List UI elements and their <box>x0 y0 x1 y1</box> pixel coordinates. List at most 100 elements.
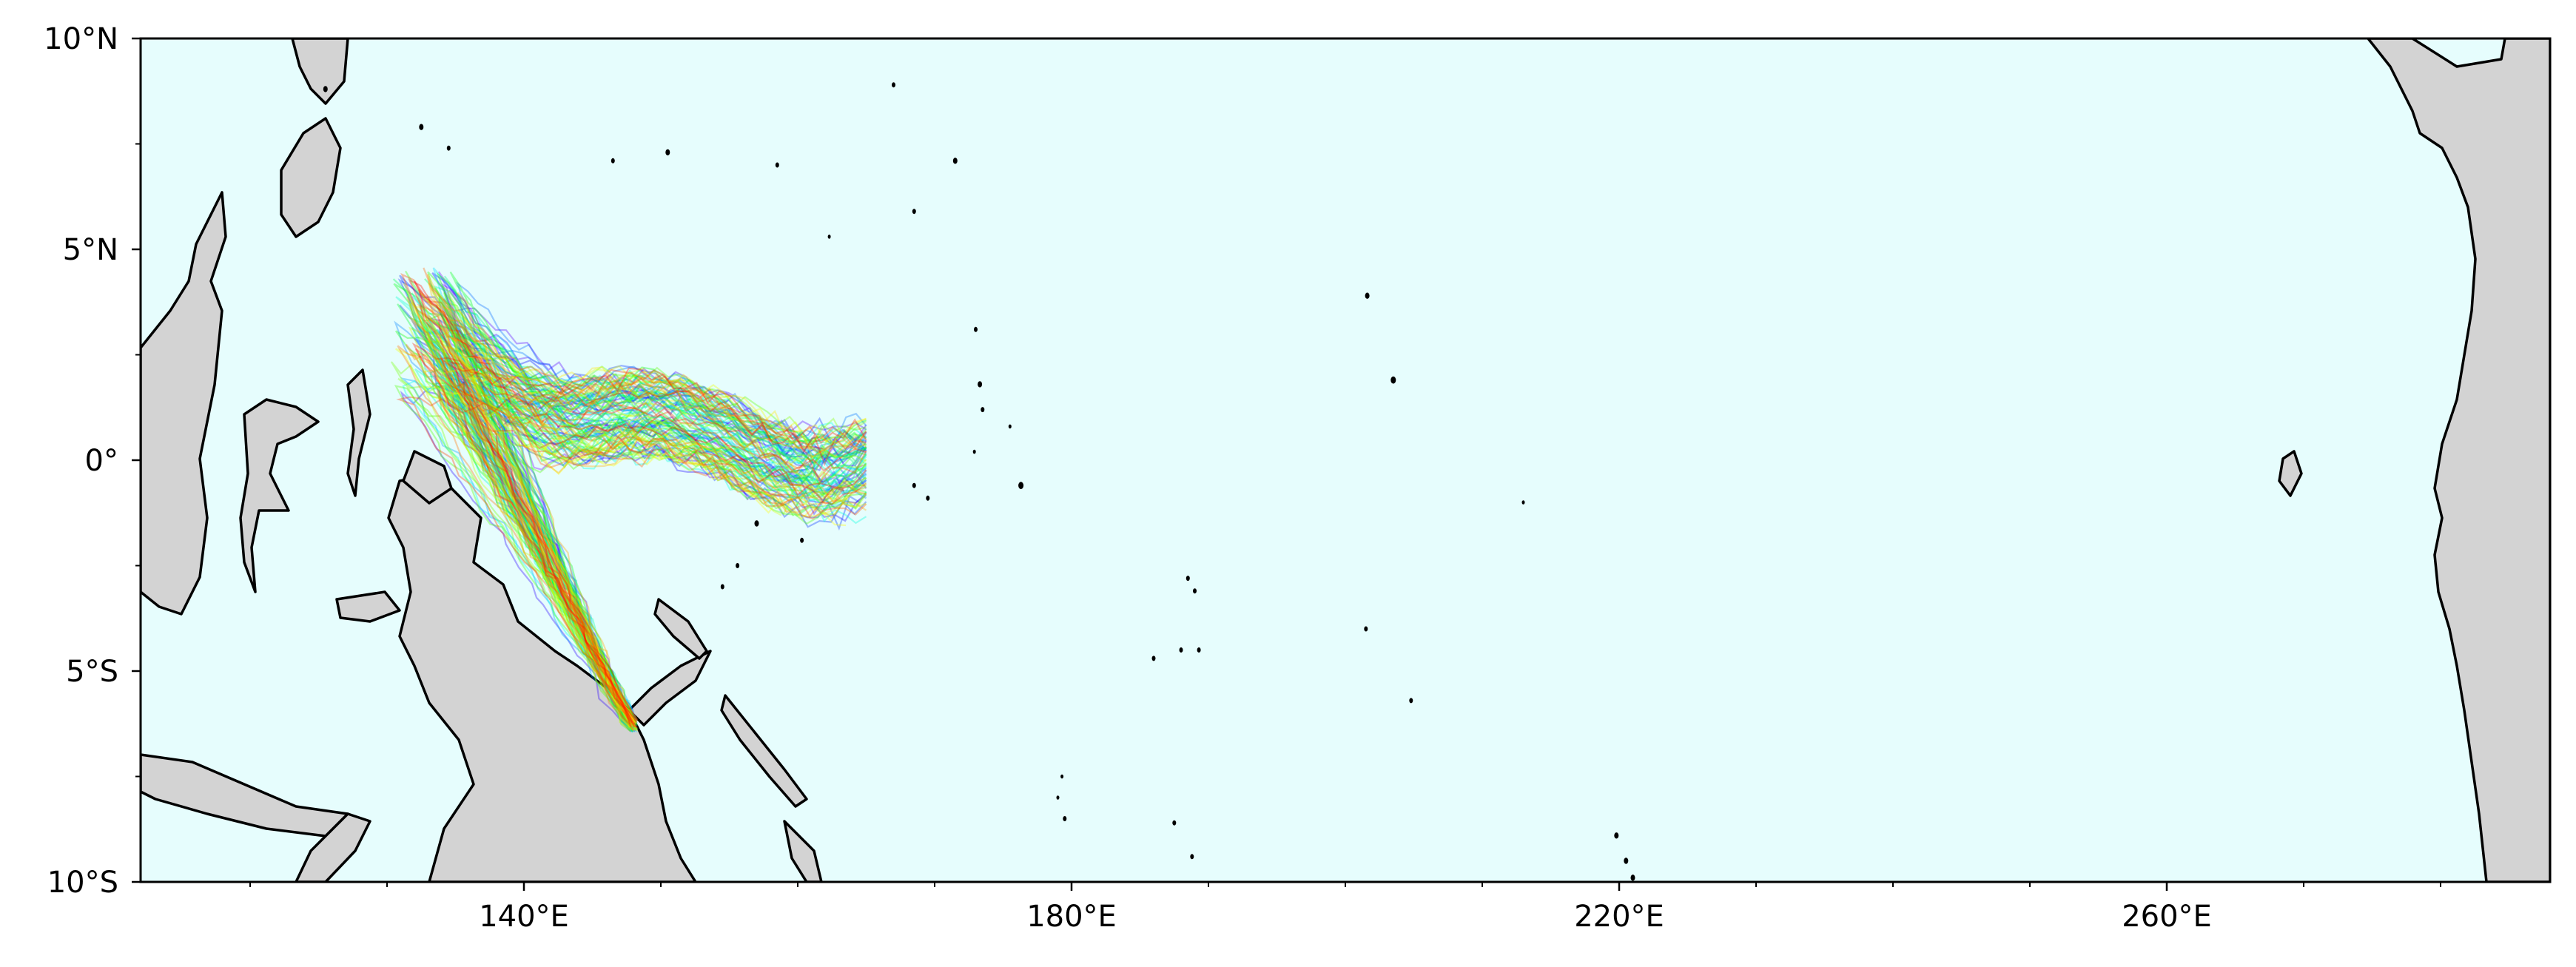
land-mindanao <box>280 117 342 238</box>
trajectory-line <box>427 283 867 724</box>
island <box>972 449 976 454</box>
trajectory-line <box>394 320 867 721</box>
trajectory-line <box>400 272 867 728</box>
land-solomons <box>720 694 808 808</box>
trajectory-line <box>422 324 867 724</box>
island <box>1190 854 1194 860</box>
trajectory-line <box>423 331 796 727</box>
island <box>912 482 916 488</box>
trajectory-line <box>445 385 867 730</box>
x-axis: 140°E 180°E 220°E 260°E <box>249 882 2441 934</box>
trajectory-line <box>440 376 743 731</box>
trajectory-line <box>456 281 867 725</box>
island <box>981 407 985 413</box>
land-bird-head <box>402 450 453 505</box>
land-halmahera <box>346 368 371 497</box>
trajectory-layer <box>390 267 867 733</box>
trajectory-line <box>399 304 867 732</box>
island <box>736 563 740 568</box>
island <box>1521 500 1525 505</box>
trajectory-line <box>418 289 867 723</box>
trajectory-line <box>460 332 867 723</box>
trajectory-line <box>400 386 867 732</box>
trajectory-line <box>394 385 841 730</box>
trajectory-line <box>457 292 804 731</box>
trajectory-line <box>425 330 867 733</box>
island <box>1008 424 1012 429</box>
trajectory-line <box>463 366 867 726</box>
trajectory-line <box>414 318 867 724</box>
trajectory-line <box>390 361 775 722</box>
land-seram <box>335 590 401 623</box>
trajectory-line <box>428 325 867 727</box>
island <box>720 584 724 590</box>
trajectory-line <box>434 385 821 729</box>
trajectory-line <box>414 280 844 721</box>
island <box>1364 626 1368 632</box>
y-tick-label: 10°S <box>47 866 118 900</box>
trajectory-line <box>397 278 867 729</box>
trajectory-line <box>436 385 867 723</box>
island <box>665 149 670 156</box>
island <box>1018 482 1024 490</box>
land-solomons-south <box>783 820 823 882</box>
y-axis: 10°N 5°N 0° 5°S 10°S <box>44 22 141 900</box>
land-sulawesi <box>239 398 320 593</box>
trajectory-line <box>431 272 867 728</box>
trajectory-line <box>392 278 867 721</box>
trajectory-line <box>434 287 867 730</box>
trajectory-line <box>426 322 867 733</box>
trajectory-line <box>397 345 831 727</box>
trajectory-line <box>435 379 736 724</box>
y-tick-label: 0° <box>85 444 118 478</box>
trajectory-line <box>424 278 867 726</box>
trajectory-line <box>408 326 867 732</box>
trajectory-line <box>405 270 867 727</box>
trajectory-line <box>422 369 814 730</box>
island <box>1172 820 1177 826</box>
trajectory-line <box>393 283 867 721</box>
trajectory-line <box>451 337 867 724</box>
island <box>1390 376 1396 384</box>
trajectory-line <box>426 273 756 728</box>
island <box>1409 698 1413 704</box>
trajectory-line <box>409 317 867 731</box>
y-tick-label: 5°N <box>63 233 118 267</box>
trajectory-line <box>434 304 867 722</box>
trajectory-line <box>424 340 867 732</box>
trajectory-line <box>438 271 867 729</box>
island <box>1063 816 1067 821</box>
island <box>1179 647 1183 653</box>
island <box>419 124 424 130</box>
x-tick-label: 180°E <box>1026 900 1117 934</box>
trajectory-line <box>448 361 867 724</box>
trajectory-line <box>454 322 867 724</box>
trajectory-line <box>436 272 867 730</box>
trajectory-line <box>443 380 867 724</box>
island <box>1151 656 1156 661</box>
land-new-guinea <box>387 472 697 882</box>
trajectory-line <box>431 382 867 732</box>
trajectory-line <box>405 343 746 725</box>
trajectory-line <box>449 320 756 726</box>
y-tick-label: 10°N <box>44 22 118 56</box>
trajectory-line <box>443 390 867 730</box>
trajectory-line <box>396 368 824 729</box>
trajectory-line <box>440 283 867 721</box>
trajectory-line <box>440 311 867 732</box>
trajectory-line <box>433 285 867 730</box>
trajectory-line <box>446 309 867 721</box>
island <box>1630 875 1635 881</box>
trajectory-line <box>426 294 867 726</box>
island <box>1193 588 1197 594</box>
trajectory-line <box>420 332 747 723</box>
island <box>323 86 328 92</box>
trajectory-line <box>427 271 867 726</box>
island <box>611 158 615 164</box>
trajectory-line <box>443 298 867 721</box>
trajectory-line <box>432 267 867 732</box>
x-tick-label: 140°E <box>479 900 569 934</box>
trajectory-line <box>411 295 867 729</box>
island <box>926 495 930 501</box>
